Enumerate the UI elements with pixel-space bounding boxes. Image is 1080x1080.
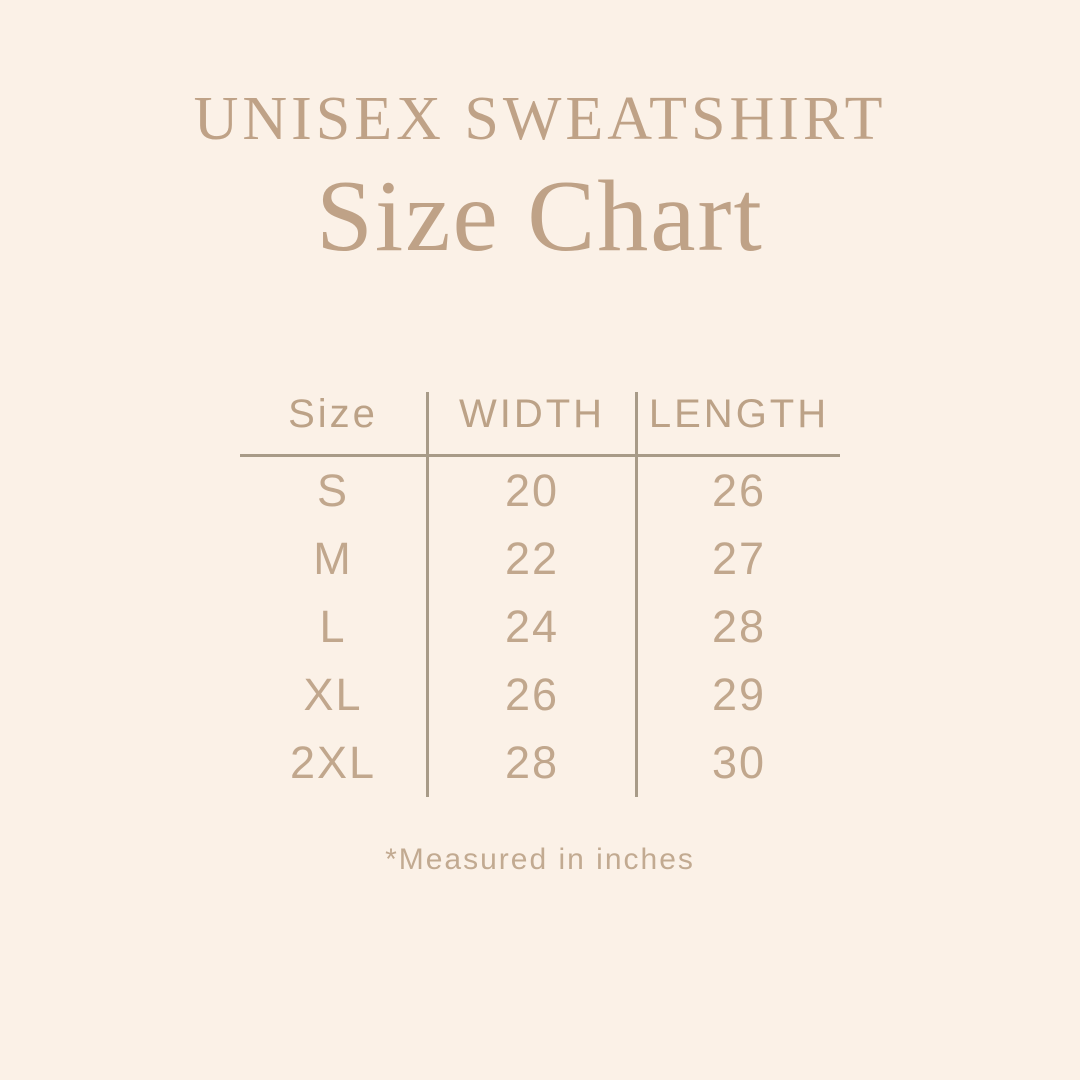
table-cell: 20 <box>426 457 638 525</box>
size-table: Size WIDTH LENGTH S 20 26 M 22 27 L 24 28 XL 26 29 2… <box>240 392 840 797</box>
table-cell: 30 <box>711 737 767 788</box>
table-cell: L <box>319 601 347 652</box>
measurement-note: *Measured in inches <box>385 843 695 876</box>
table-row: M 22 27 <box>240 525 840 593</box>
table-cell: 26 <box>711 465 767 516</box>
table-cell: 22 <box>426 525 638 593</box>
table-cell: 29 <box>711 669 767 720</box>
table-row: 2XL 28 30 <box>240 729 840 797</box>
product-title: UNISEX SWEATSHIRT <box>193 85 887 153</box>
column-header-length: LENGTH <box>638 392 840 457</box>
column-header-size: Size <box>240 392 426 457</box>
table-cell: 2XL <box>289 737 377 788</box>
size-table-body: S 20 26 M 22 27 L 24 28 XL 26 29 2XL 28 30 <box>240 457 840 797</box>
table-cell: 28 <box>711 601 767 652</box>
table-cell: 28 <box>426 729 638 797</box>
table-row: XL 26 29 <box>240 661 840 729</box>
column-header-width: WIDTH <box>426 392 638 457</box>
table-row: S 20 26 <box>240 457 840 525</box>
table-header-row: Size WIDTH LENGTH <box>240 392 840 457</box>
table-cell: 24 <box>426 593 638 661</box>
table-cell: S <box>316 465 349 516</box>
table-cell: M <box>313 533 353 584</box>
table-cell: 27 <box>711 533 767 584</box>
table-row: L 24 28 <box>240 593 840 661</box>
table-cell: 26 <box>426 661 638 729</box>
page-title: Size Chart <box>316 160 764 273</box>
table-cell: XL <box>303 669 363 720</box>
